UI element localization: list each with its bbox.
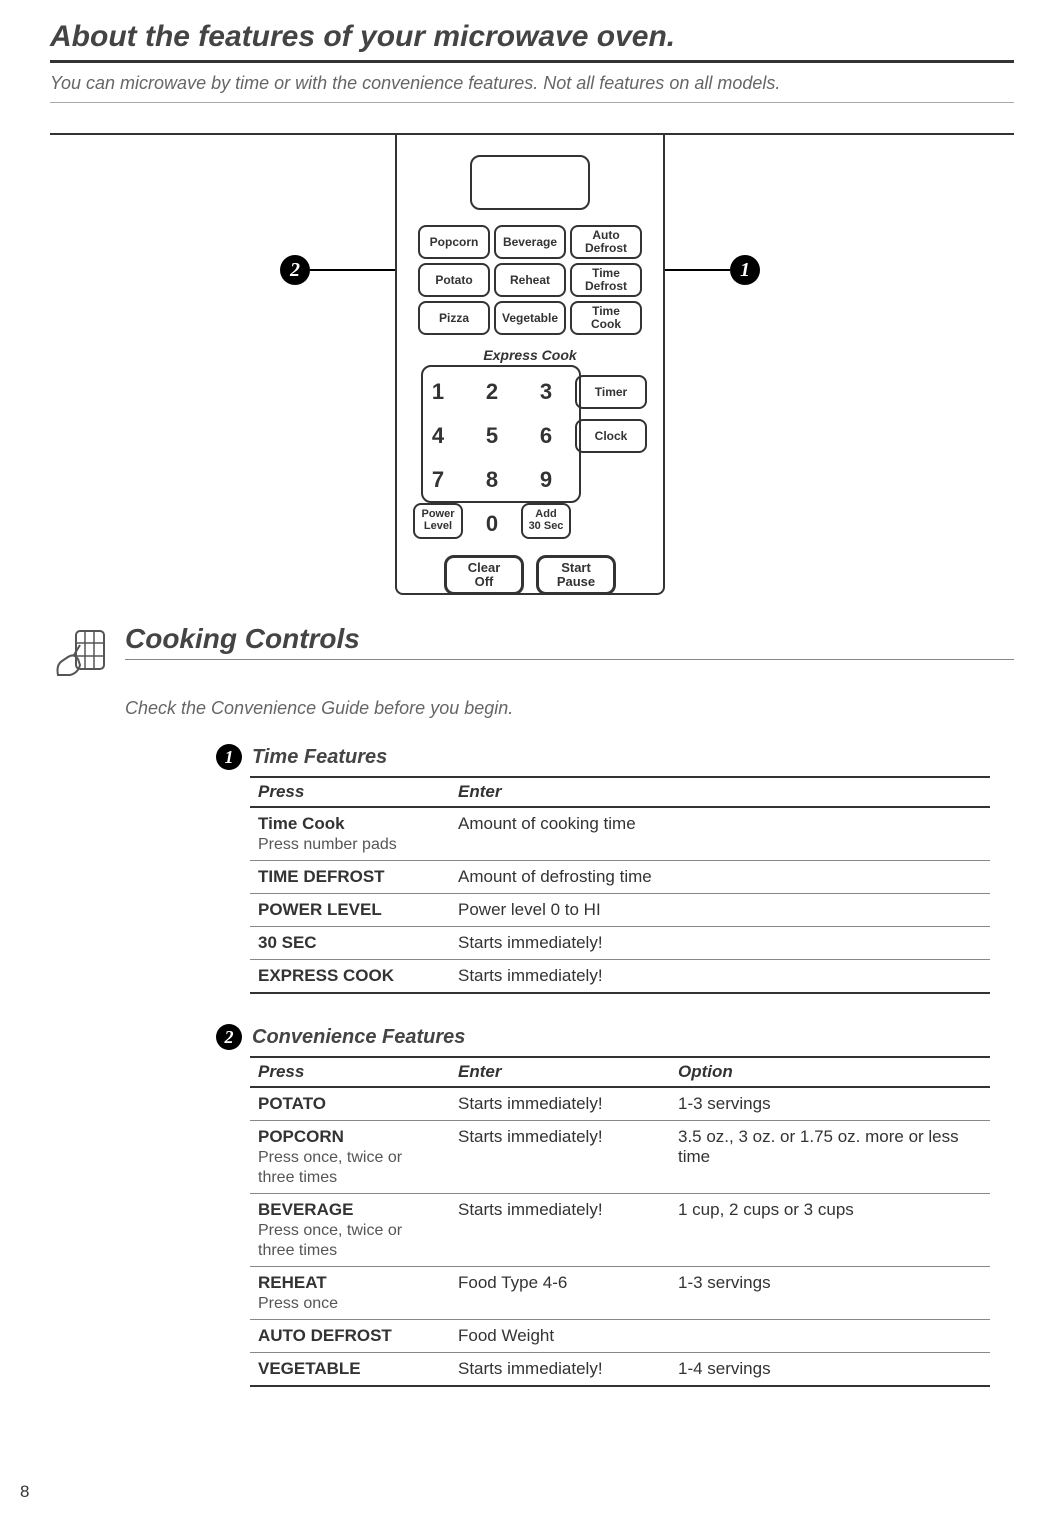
preset-buttons: Popcorn Beverage AutoDefrost Potato Rehe… [407, 225, 653, 335]
press-cell: POTATO [250, 1087, 450, 1121]
enter-cell: Power level 0 to HI [450, 894, 990, 927]
key-5: 5 [467, 415, 517, 457]
press-cell: Time CookPress number pads [250, 807, 450, 861]
press-cell: POWER LEVEL [250, 894, 450, 927]
beverage-button: Beverage [494, 225, 566, 259]
enter-cell: Starts immediately! [450, 960, 990, 994]
option-cell: 1 cup, 2 cups or 3 cups [670, 1194, 990, 1267]
power-level-button: PowerLevel [413, 503, 463, 539]
key-4: 4 [413, 415, 463, 457]
press-cell: VEGETABLE [250, 1353, 450, 1387]
option-cell [670, 1320, 990, 1353]
section-title: Cooking Controls [125, 623, 1014, 660]
key-3: 3 [521, 371, 571, 413]
page-number: 8 [20, 1482, 29, 1502]
key-0: 0 [467, 503, 517, 545]
press-cell: 30 SEC [250, 927, 450, 960]
table-row: AUTO DEFROSTFood Weight [250, 1320, 990, 1353]
timer-button: Timer [575, 375, 647, 409]
page-subtitle: You can microwave by time or with the co… [50, 73, 1014, 103]
table-row: POPCORNPress once, twice or three timesS… [250, 1121, 990, 1194]
t1-h-enter: Enter [450, 777, 990, 807]
t2-h-option: Option [670, 1057, 990, 1087]
key-7: 7 [413, 459, 463, 501]
reheat-button: Reheat [494, 263, 566, 297]
table-row: POWER LEVELPower level 0 to HI [250, 894, 990, 927]
enter-cell: Starts immediately! [450, 1353, 670, 1387]
table-row: TIME DEFROSTAmount of defrosting time [250, 861, 990, 894]
press-cell: TIME DEFROST [250, 861, 450, 894]
key-9: 9 [521, 459, 571, 501]
section-subtitle: Check the Convenience Guide before you b… [125, 698, 1014, 719]
key-1: 1 [413, 371, 463, 413]
enter-cell: Food Weight [450, 1320, 670, 1353]
press-cell: BEVERAGEPress once, twice or three times [250, 1194, 450, 1267]
key-2: 2 [467, 371, 517, 413]
pizza-button: Pizza [418, 301, 490, 335]
table-row: EXPRESS COOKStarts immediately! [250, 960, 990, 994]
press-cell: AUTO DEFROST [250, 1320, 450, 1353]
keypad: 1 2 3 Timer 4 5 6 Clock 7 8 9 PowerLevel… [407, 359, 653, 545]
key-6: 6 [521, 415, 571, 457]
table-row: REHEATPress onceFood Type 4-61-3 serving… [250, 1267, 990, 1320]
table2-callout: 2 [216, 1024, 242, 1050]
microwave-panel: Popcorn Beverage AutoDefrost Potato Rehe… [395, 135, 665, 595]
clock-button: Clock [575, 419, 647, 453]
time-defrost-button: TimeDefrost [570, 263, 642, 297]
key-8: 8 [467, 459, 517, 501]
vegetable-button: Vegetable [494, 301, 566, 335]
hand-keypad-icon [50, 623, 110, 688]
callout-1: 1 [730, 255, 760, 285]
page-title: About the features of your microwave ove… [50, 20, 1014, 63]
table1-callout: 1 [216, 744, 242, 770]
table-row: VEGETABLEStarts immediately!1-4 servings [250, 1353, 990, 1387]
t1-h-press: Press [250, 777, 450, 807]
control-panel-diagram: 2 1 Popcorn Beverage AutoDefrost Potato … [50, 133, 1014, 603]
press-cell: REHEATPress once [250, 1267, 450, 1320]
enter-cell: Starts immediately! [450, 927, 990, 960]
enter-cell: Amount of cooking time [450, 807, 990, 861]
option-cell: 1-4 servings [670, 1353, 990, 1387]
enter-cell: Food Type 4-6 [450, 1267, 670, 1320]
enter-cell: Starts immediately! [450, 1087, 670, 1121]
time-features-table: Press Enter Time CookPress number padsAm… [250, 776, 990, 994]
enter-cell: Amount of defrosting time [450, 861, 990, 894]
table-row: BEVERAGEPress once, twice or three times… [250, 1194, 990, 1267]
display-window [470, 155, 590, 210]
t2-h-enter: Enter [450, 1057, 670, 1087]
option-cell: 1-3 servings [670, 1267, 990, 1320]
press-cell: EXPRESS COOK [250, 960, 450, 994]
convenience-features-table: Press Enter Option POTATOStarts immediat… [250, 1056, 990, 1387]
table-row: Time CookPress number padsAmount of cook… [250, 807, 990, 861]
time-cook-button: TimeCook [570, 301, 642, 335]
option-cell: 3.5 oz., 3 oz. or 1.75 oz. more or less … [670, 1121, 990, 1194]
callout-line-1 [665, 269, 730, 271]
popcorn-button: Popcorn [418, 225, 490, 259]
potato-button: Potato [418, 263, 490, 297]
callout-2: 2 [280, 255, 310, 285]
clear-off-button: ClearOff [444, 555, 524, 595]
table1-title: Time Features [252, 746, 387, 769]
table2-title: Convenience Features [252, 1026, 465, 1049]
t2-h-press: Press [250, 1057, 450, 1087]
option-cell: 1-3 servings [670, 1087, 990, 1121]
convenience-features-block: 2 Convenience Features Press Enter Optio… [250, 1024, 1014, 1387]
add-30-sec-button: Add30 Sec [521, 503, 571, 539]
enter-cell: Starts immediately! [450, 1194, 670, 1267]
enter-cell: Starts immediately! [450, 1121, 670, 1194]
auto-defrost-button: AutoDefrost [570, 225, 642, 259]
table-row: POTATOStarts immediately!1-3 servings [250, 1087, 990, 1121]
press-cell: POPCORNPress once, twice or three times [250, 1121, 450, 1194]
callout-line-2 [310, 269, 395, 271]
table-row: 30 SECStarts immediately! [250, 927, 990, 960]
start-pause-button: StartPause [536, 555, 616, 595]
time-features-block: 1 Time Features Press Enter Time CookPre… [250, 744, 1014, 994]
